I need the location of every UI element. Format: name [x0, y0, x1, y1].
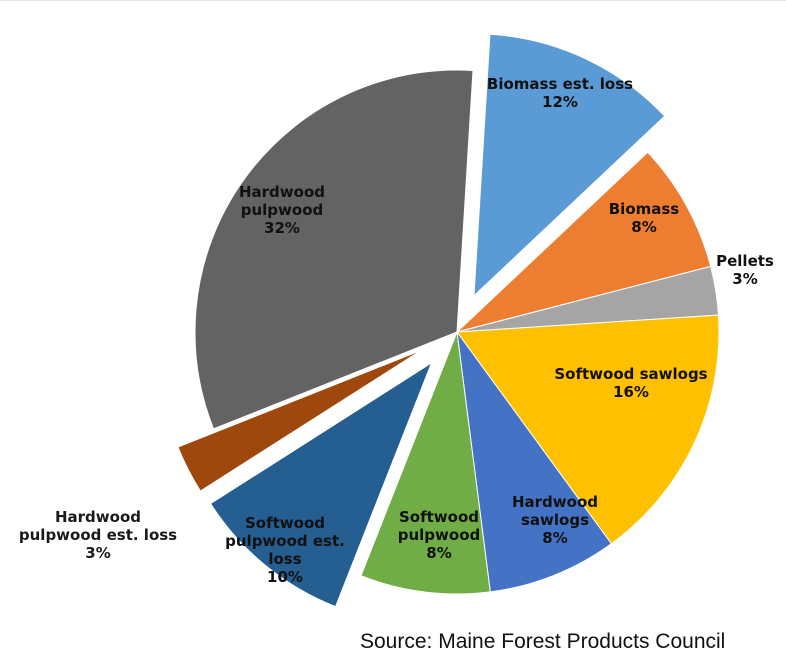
- pie-slice-hardwood-sawlogs: [456, 331, 613, 593]
- slice-label-softwood-pulpwood: Softwood pulpwood 8%: [398, 508, 481, 562]
- slice-label-hardwood-pulpwood-est-loss: Hardwood pulpwood est. loss 3%: [19, 508, 177, 562]
- slice-label-hardwood-sawlogs: Hardwood sawlogs 8%: [512, 493, 598, 547]
- source-caption: Source: Maine Forest Products Council: [360, 628, 784, 656]
- pie-slice-softwood-sawlogs: [456, 314, 720, 545]
- pie-slice-hardwood-pulpwood-est-loss: [177, 349, 422, 492]
- slice-label-biomass-est-loss: Biomass est. loss 12%: [487, 75, 633, 111]
- slice-label-pellets: Pellets 3%: [716, 252, 774, 288]
- pie-slice-biomass: [456, 151, 712, 333]
- pie-slice-softwood-pulpwood-est-loss: [209, 361, 433, 608]
- pie-slice-hardwood-pulpwood: [194, 69, 474, 430]
- pie-slice-biomass-est-loss: [473, 33, 666, 298]
- pie-slice-softwood-pulpwood: [360, 331, 491, 595]
- top-border: [0, 0, 786, 1]
- slice-label-biomass: Biomass 8%: [609, 200, 680, 236]
- slice-label-softwood-sawlogs: Softwood sawlogs 16%: [554, 365, 707, 401]
- slice-label-softwood-pulpwood-est-loss: Softwood pulpwood est. loss 10%: [225, 514, 345, 586]
- slice-label-hardwood-pulpwood: Hardwood pulpwood 32%: [239, 183, 325, 237]
